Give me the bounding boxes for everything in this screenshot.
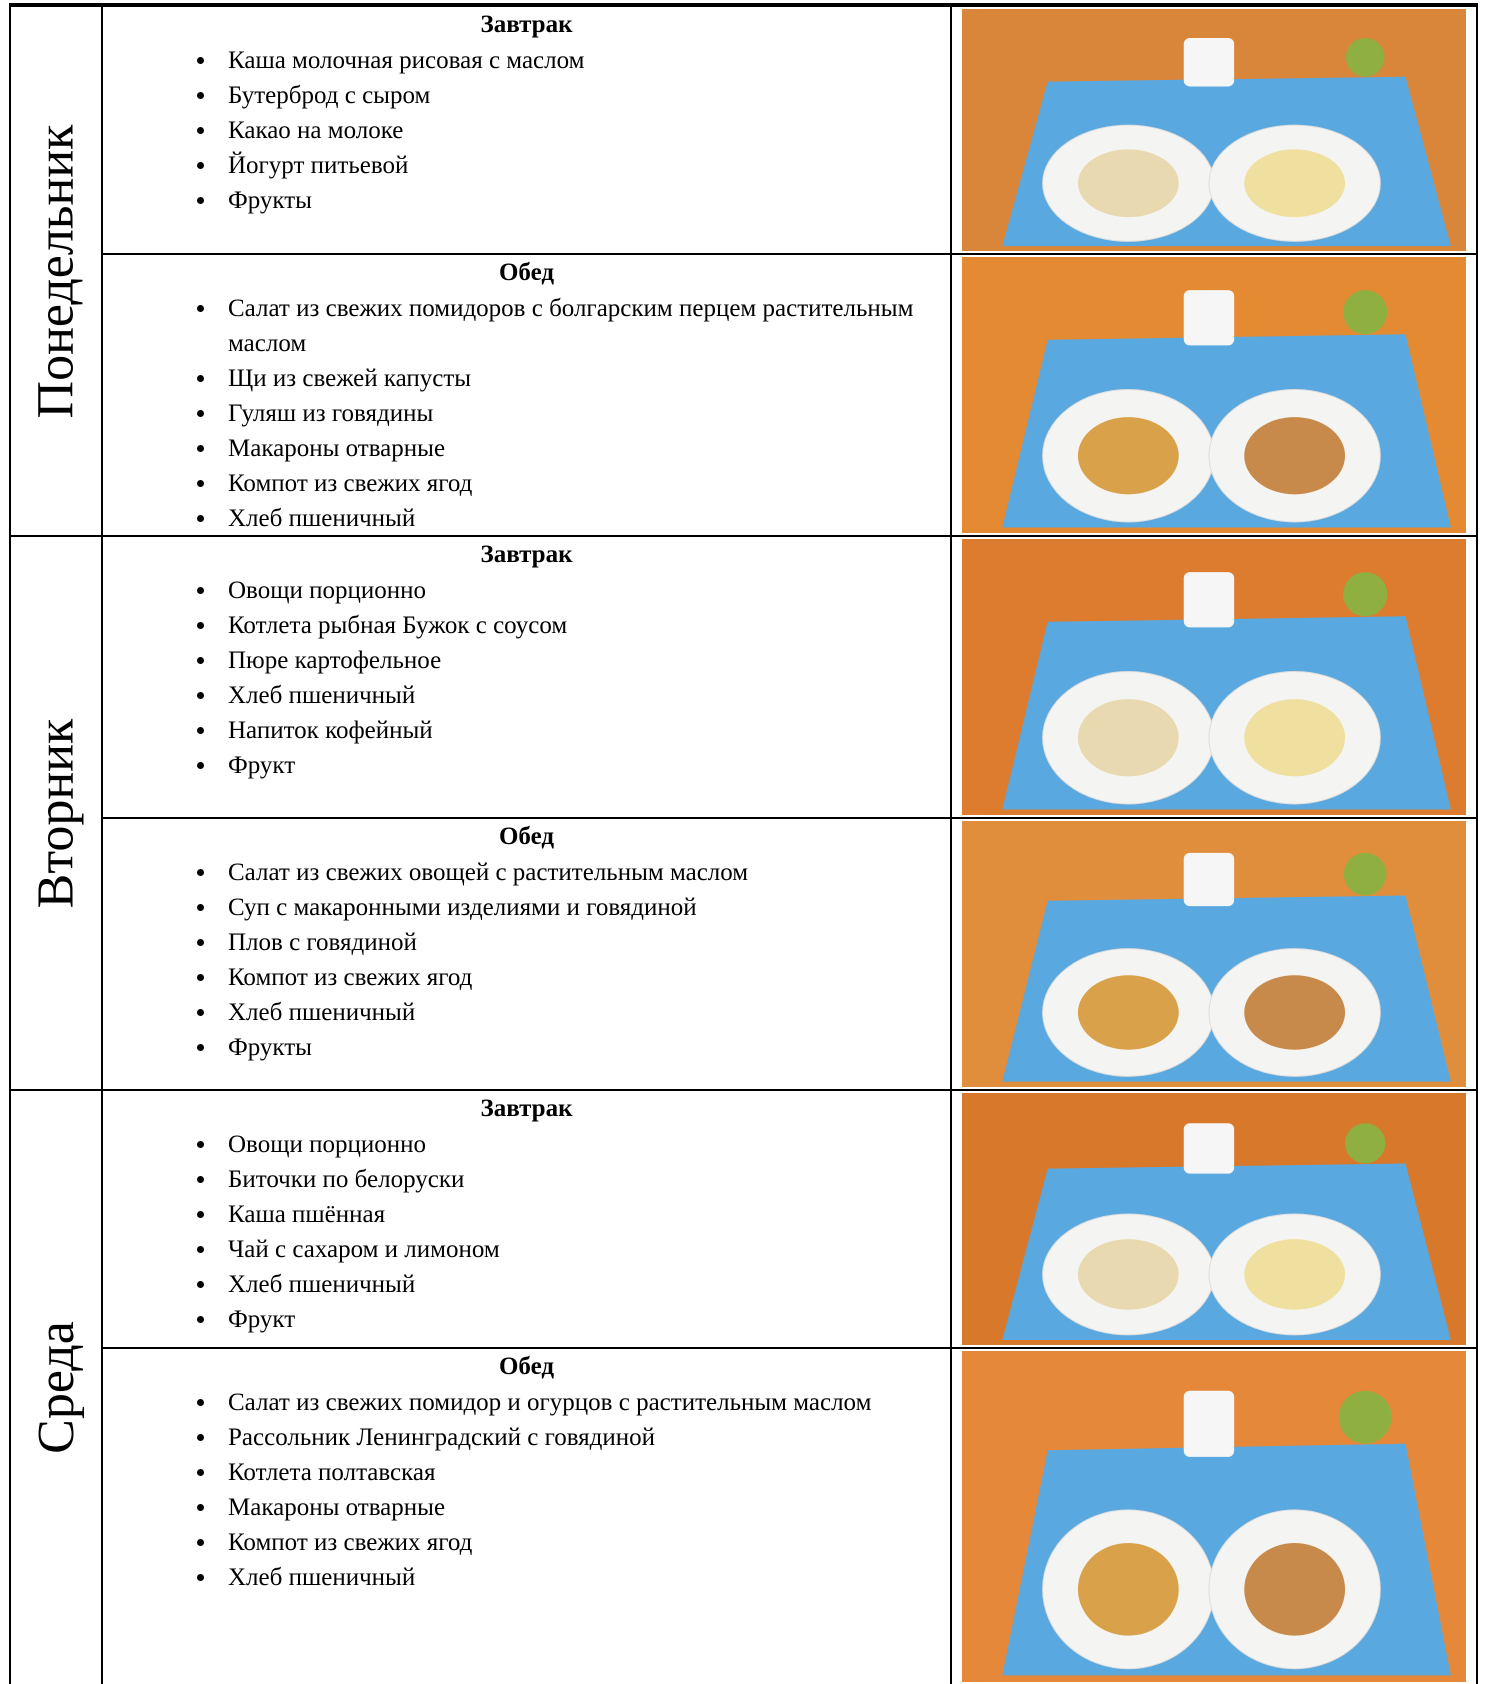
menu-item: Фрукты — [218, 183, 978, 218]
photo-cell — [950, 1089, 1478, 1347]
menu-item: Хлеб пшеничный — [218, 995, 978, 1030]
menu-item: Хлеб пшеничный — [218, 501, 978, 536]
meal-title: Завтрак — [480, 11, 573, 38]
photo-cell — [950, 253, 1478, 535]
item-list: Салат из свежих помидоров с болгарским п… — [103, 291, 978, 536]
menu-item: Хлеб пшеничный — [218, 1267, 978, 1302]
meal-cell: ОбедСалат из свежих овощей с растительны… — [101, 817, 950, 1089]
meal-cell: ОбедСалат из свежих помидор и огурцов с … — [101, 1347, 950, 1684]
meal-title: Обед — [498, 259, 555, 286]
item-list: Салат из свежих овощей с растительным ма… — [103, 855, 978, 1065]
table-bottom — [9, 0, 1478, 5]
day-cell: Понедельник — [9, 5, 101, 535]
menu-item: Напиток кофейный — [218, 713, 978, 748]
meal-photo — [962, 1093, 1466, 1345]
meal-title: Завтрак — [480, 1095, 573, 1122]
meal-cell: ЗавтракОвощи порционноБиточки по белорус… — [101, 1089, 950, 1347]
menu-item: Салат из свежих овощей с растительным ма… — [218, 855, 978, 890]
menu-item: Хлеб пшеничный — [218, 678, 978, 713]
day-cell: Среда — [9, 1089, 101, 1684]
menu-item: Биточки по белоруски — [218, 1162, 978, 1197]
meal-photo — [962, 539, 1466, 815]
menu-item: Котлета рыбная Бужок с соусом — [218, 608, 978, 643]
meal-photo — [962, 1351, 1466, 1682]
meal-title: Обед — [498, 823, 555, 850]
meal-cell: ЗавтракОвощи порционноКотлета рыбная Буж… — [101, 535, 950, 817]
menu-item: Суп с макаронными изделиями и говядиной — [218, 890, 978, 925]
menu-item: Макароны отварные — [218, 431, 978, 466]
menu-item: Овощи порционно — [218, 1127, 978, 1162]
menu-item: Чай с сахаром и лимоном — [218, 1232, 978, 1267]
photo-cell — [950, 5, 1478, 253]
day-name: Вторник — [27, 718, 85, 908]
meal-cell: ЗавтракКаша молочная рисовая с масломБут… — [101, 5, 950, 253]
menu-item: Фрукт — [218, 748, 978, 783]
item-list: Овощи порционноБиточки по белорускиКаша … — [103, 1127, 978, 1337]
menu-item: Хлеб пшеничный — [218, 1560, 978, 1595]
menu-item: Овощи порционно — [218, 573, 978, 608]
meal-cell: ОбедСалат из свежих помидоров с болгарск… — [101, 253, 950, 535]
meal-photo — [962, 257, 1466, 533]
menu-item: Бутерброд с сыром — [218, 78, 978, 113]
meal-photo — [962, 821, 1466, 1087]
menu-item: Фрукт — [218, 1302, 978, 1337]
menu-item: Йогурт питьевой — [218, 148, 978, 183]
photo-cell — [950, 817, 1478, 1089]
menu-item: Каша пшённая — [218, 1197, 978, 1232]
menu-item: Салат из свежих помидор и огурцов с раст… — [218, 1385, 978, 1420]
item-list: Каша молочная рисовая с масломБутерброд … — [103, 43, 978, 218]
menu-item: Какао на молоке — [218, 113, 978, 148]
menu-item: Компот из свежих ягод — [218, 1525, 978, 1560]
meal-photo — [962, 9, 1466, 251]
menu-item: Компот из свежих ягод — [218, 960, 978, 995]
menu-item: Каша молочная рисовая с маслом — [218, 43, 978, 78]
menu-item: Салат из свежих помидоров с болгарским п… — [218, 291, 978, 361]
day-name: Понедельник — [27, 124, 85, 418]
menu-item: Макароны отварные — [218, 1490, 978, 1525]
photo-cell — [950, 1347, 1478, 1684]
photo-cell — [950, 535, 1478, 817]
meal-title: Завтрак — [480, 541, 573, 568]
item-list: Салат из свежих помидор и огурцов с раст… — [103, 1385, 978, 1595]
meal-title: Обед — [498, 1353, 555, 1380]
menu-item: Плов с говядиной — [218, 925, 978, 960]
menu-item: Котлета полтавская — [218, 1455, 978, 1490]
menu-item: Пюре картофельное — [218, 643, 978, 678]
menu-item: Щи из свежей капусты — [218, 361, 978, 396]
day-cell: Вторник — [9, 535, 101, 1089]
day-name: Среда — [27, 1321, 85, 1454]
menu-item: Компот из свежих ягод — [218, 466, 978, 501]
menu-item: Рассольник Ленинградский с говядиной — [218, 1420, 978, 1455]
item-list: Овощи порционноКотлета рыбная Бужок с со… — [103, 573, 978, 783]
menu-item: Фрукты — [218, 1030, 978, 1065]
menu-item: Гуляш из говядины — [218, 396, 978, 431]
